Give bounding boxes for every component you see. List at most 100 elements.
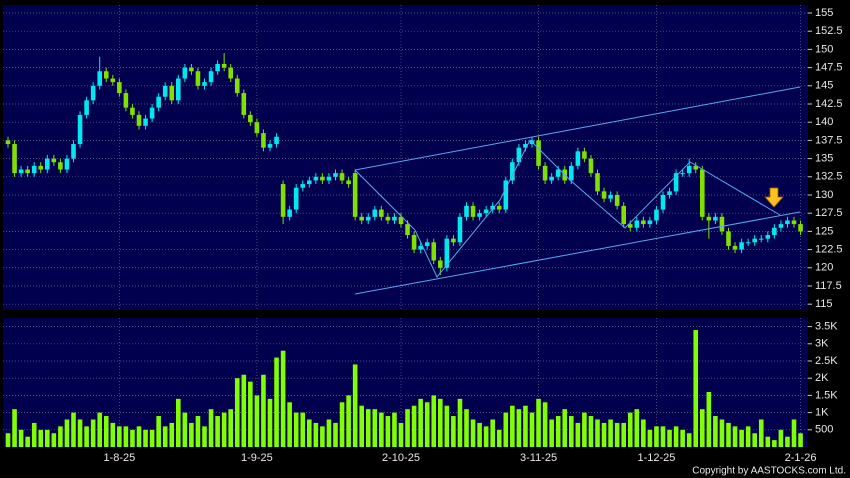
volume-bar bbox=[261, 374, 266, 447]
volume-bar bbox=[12, 409, 17, 447]
volume-bar bbox=[333, 422, 338, 447]
volume-bar bbox=[162, 426, 168, 447]
volume-bar bbox=[654, 426, 659, 447]
candle-body bbox=[673, 173, 679, 192]
candle-body bbox=[346, 180, 351, 185]
y-tick-label: 140 bbox=[815, 116, 833, 128]
candle-body bbox=[778, 224, 784, 228]
candle-body bbox=[785, 220, 790, 225]
volume-bar bbox=[451, 416, 456, 447]
volume-bar bbox=[398, 422, 404, 447]
candle-body bbox=[398, 216, 404, 225]
volume-bar bbox=[274, 357, 279, 447]
volume-bar bbox=[31, 422, 37, 447]
candle-body bbox=[241, 93, 247, 115]
volume-bar bbox=[208, 409, 214, 447]
y-tick-label: 150 bbox=[815, 43, 833, 55]
y-tick-label: 155 bbox=[815, 7, 833, 19]
candle-body bbox=[110, 78, 116, 83]
x-tick-label: 3-11-25 bbox=[520, 452, 557, 464]
candle-body bbox=[90, 85, 96, 101]
volume-bar bbox=[778, 429, 784, 447]
volume-bar bbox=[77, 419, 83, 447]
candle-body bbox=[490, 205, 495, 210]
volume-tick-label: 500 bbox=[815, 424, 833, 436]
candle-body bbox=[261, 133, 266, 148]
volume-bar bbox=[379, 412, 384, 447]
x-tick-label: 1-12-25 bbox=[637, 452, 675, 464]
volume-bar bbox=[411, 405, 417, 447]
candle-body bbox=[313, 176, 319, 181]
candle-body bbox=[510, 162, 515, 181]
price-panel bbox=[3, 5, 808, 310]
volume-tick-label: 2.5K bbox=[815, 355, 838, 367]
volume-bar bbox=[110, 422, 116, 447]
volume-bar bbox=[798, 433, 803, 447]
volume-tick-label: 2K bbox=[815, 372, 829, 384]
volume-bar bbox=[791, 419, 797, 447]
volume-tick-label: 3K bbox=[815, 338, 829, 350]
volume-bar bbox=[595, 419, 600, 447]
volume-bar bbox=[221, 412, 227, 447]
candle-body bbox=[176, 78, 181, 101]
volume-bar bbox=[149, 429, 155, 447]
channel-upper bbox=[354, 86, 801, 171]
volume-bar bbox=[202, 426, 207, 447]
volume-bar bbox=[352, 364, 358, 447]
volume-bar bbox=[483, 426, 489, 447]
candle-body bbox=[97, 71, 102, 86]
volume-bar bbox=[752, 433, 757, 447]
candle-body bbox=[25, 169, 30, 174]
volume-bar bbox=[287, 402, 292, 447]
candle-body bbox=[195, 71, 201, 86]
candle-body bbox=[320, 176, 325, 181]
volume-bar bbox=[523, 405, 528, 447]
volume-bar bbox=[706, 391, 712, 447]
volume-bar bbox=[365, 409, 371, 447]
y-tick-label: 120 bbox=[815, 262, 833, 274]
volume-bar bbox=[516, 409, 522, 447]
candle-body bbox=[660, 194, 666, 210]
candle-body bbox=[215, 63, 220, 72]
candle-body bbox=[84, 100, 89, 115]
volume-bar bbox=[58, 426, 63, 447]
candle-body bbox=[732, 245, 738, 250]
candle-body bbox=[130, 107, 135, 115]
candle-body bbox=[477, 213, 482, 217]
volume-bar bbox=[477, 422, 482, 447]
candle-body bbox=[333, 173, 338, 177]
candle-body bbox=[379, 209, 384, 217]
volume-bar bbox=[693, 330, 699, 447]
volume-bar bbox=[438, 398, 443, 447]
candle-body bbox=[798, 224, 803, 232]
volume-tick-label: 1K bbox=[815, 407, 829, 419]
volume-bar bbox=[739, 429, 744, 447]
volume-bar bbox=[293, 412, 299, 447]
y-tick-label: 145 bbox=[815, 80, 833, 92]
volume-bar bbox=[18, 429, 24, 447]
candle-body bbox=[444, 238, 450, 268]
candle-body bbox=[601, 191, 607, 199]
candle-body bbox=[700, 169, 705, 217]
candle-body bbox=[228, 67, 233, 79]
volume-bar bbox=[490, 419, 495, 447]
volume-bar bbox=[254, 395, 260, 447]
candle-body bbox=[516, 147, 522, 163]
volume-bar bbox=[536, 398, 541, 447]
trend-lines bbox=[354, 86, 801, 295]
candle-body bbox=[772, 227, 777, 236]
y-tick-label: 130 bbox=[815, 189, 833, 201]
volume-bar bbox=[64, 419, 70, 447]
volume-bar bbox=[575, 422, 581, 447]
candle-body bbox=[71, 144, 76, 159]
candle-body bbox=[667, 191, 672, 195]
volume-bar bbox=[732, 426, 738, 447]
y-tick-label: 115 bbox=[815, 298, 833, 310]
candle-body bbox=[431, 242, 437, 261]
volume-bar bbox=[647, 429, 653, 447]
candle-body bbox=[726, 231, 731, 246]
candle-body bbox=[359, 216, 364, 221]
y-tick-label: 132.5 bbox=[815, 171, 843, 183]
candle-body bbox=[549, 176, 554, 181]
x-tick-label: 2-1-26 bbox=[785, 452, 817, 464]
